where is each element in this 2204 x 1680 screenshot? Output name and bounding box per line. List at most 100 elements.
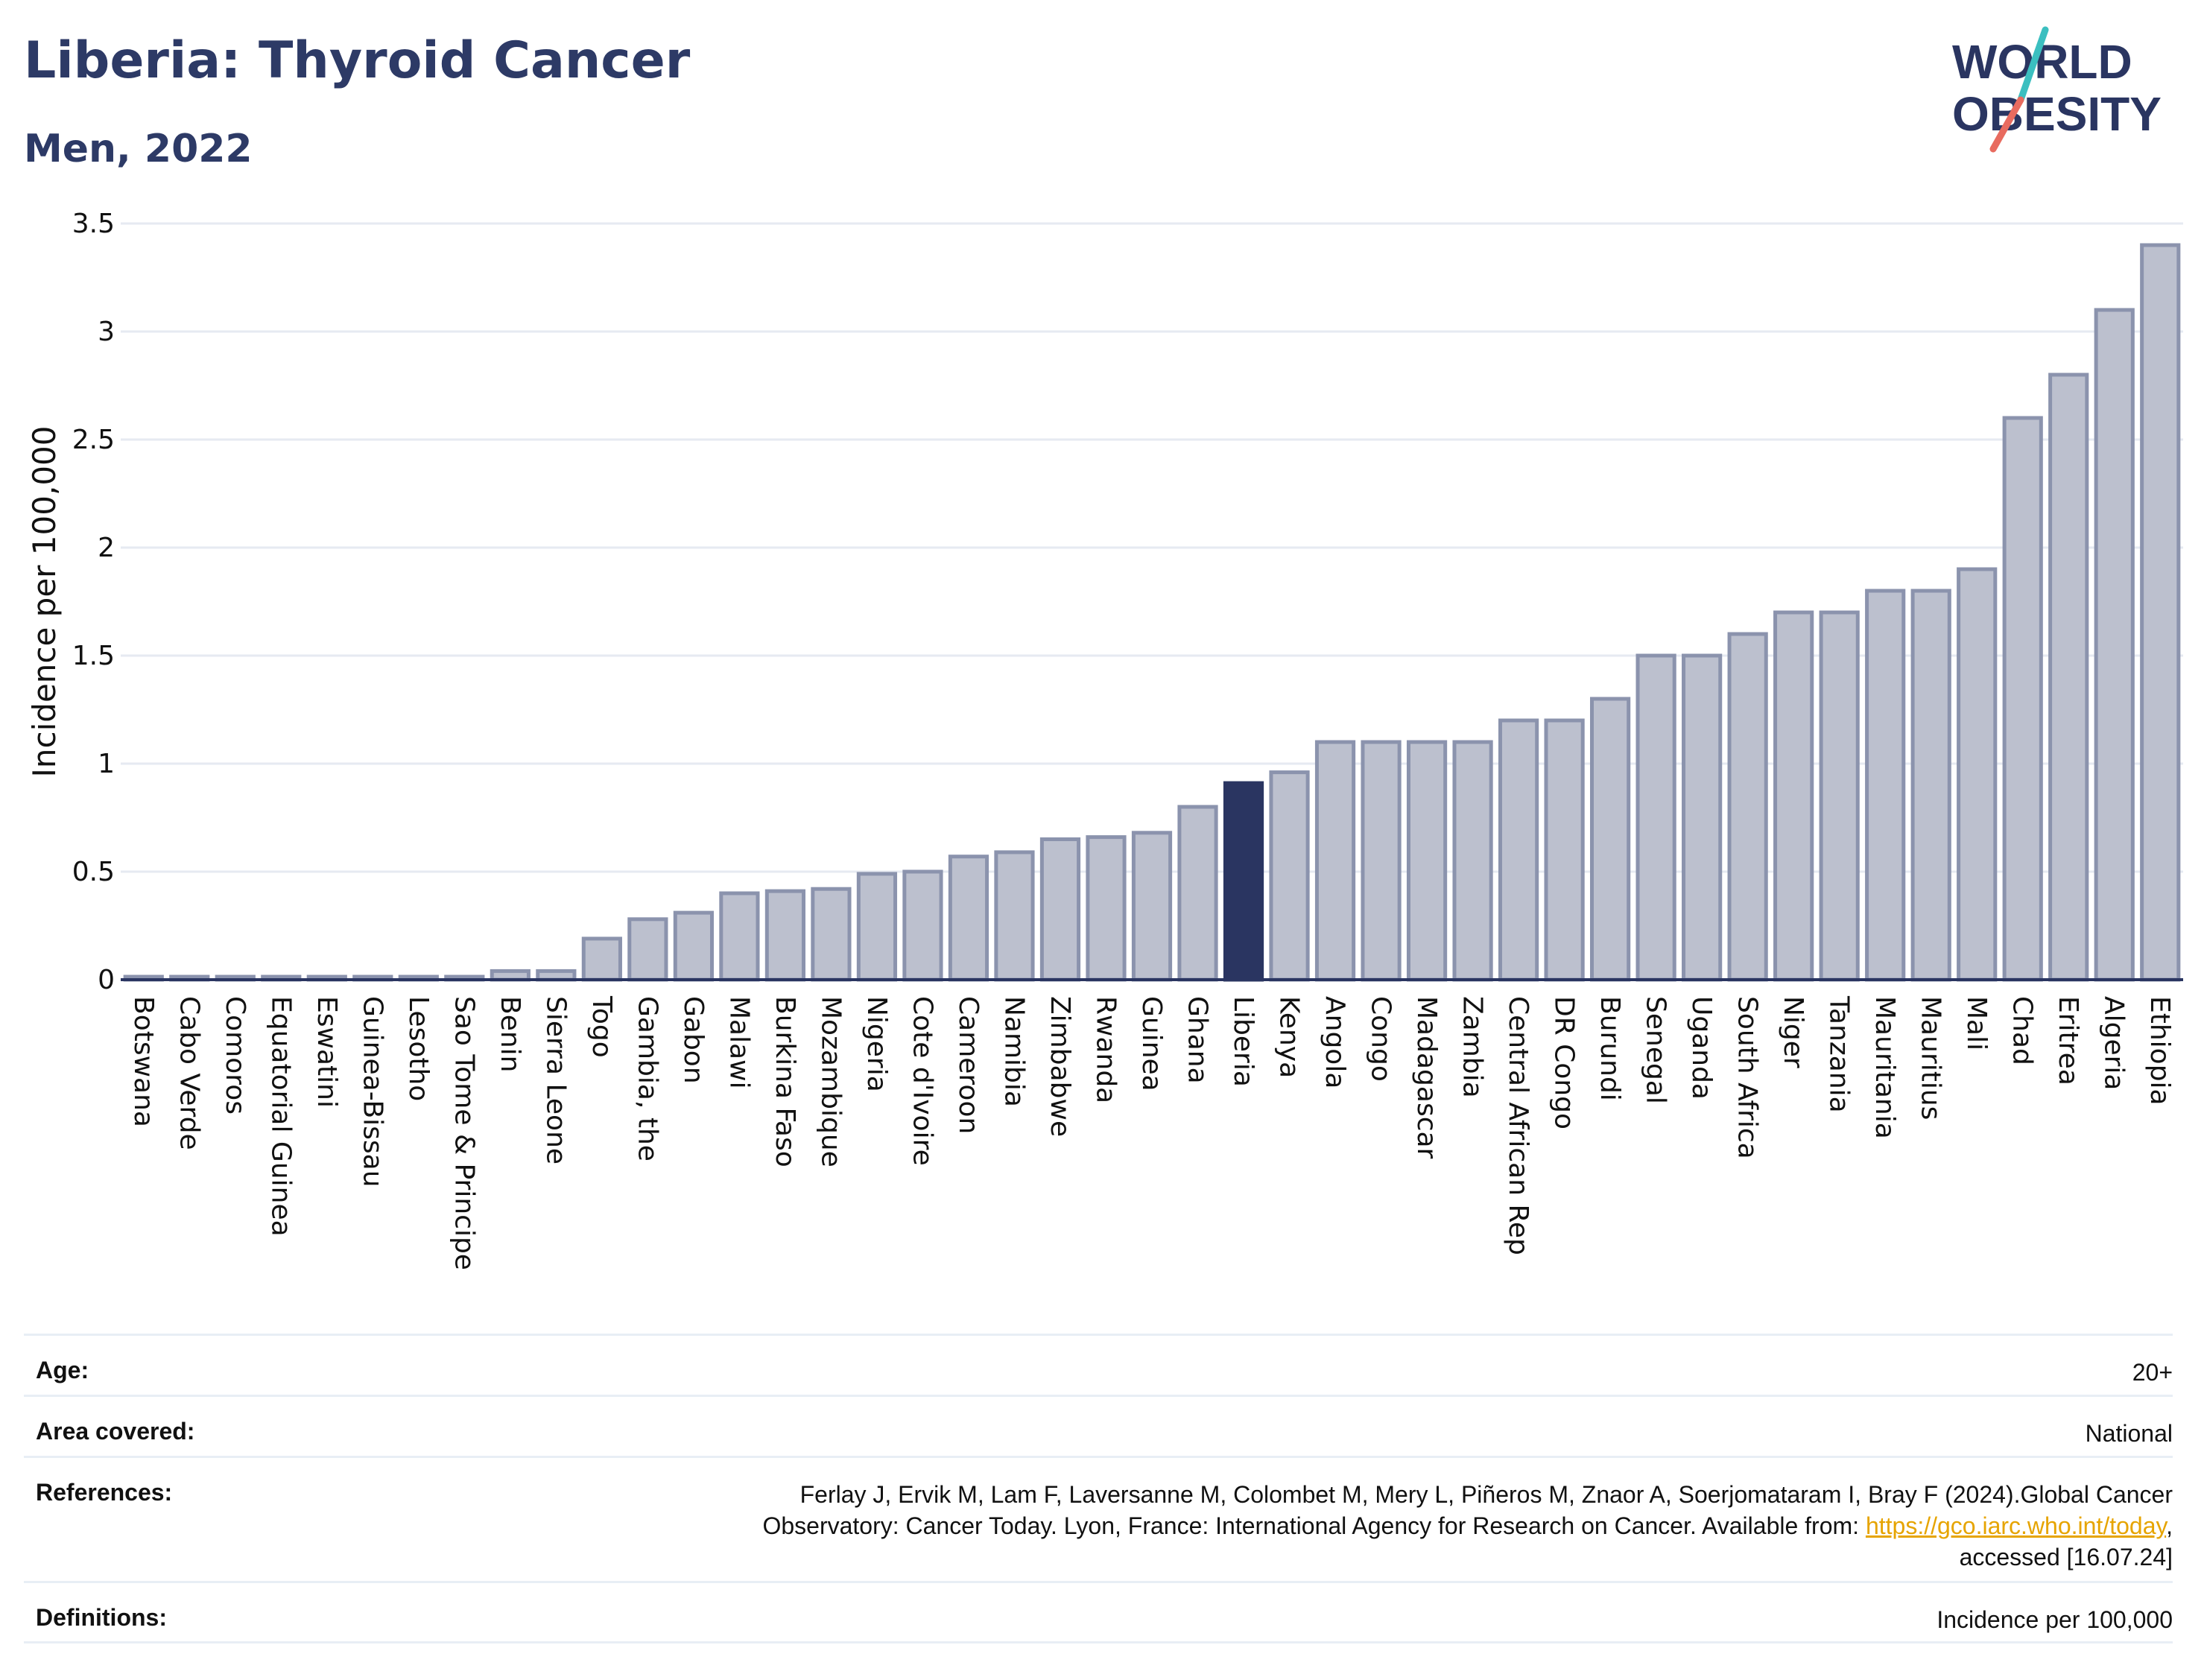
y-tick-label: 0.5 [72, 857, 115, 887]
bar [1039, 837, 1081, 982]
x-tick-label: Mauritania [1869, 996, 1900, 1139]
bar [2094, 308, 2135, 982]
bar [1590, 697, 1631, 982]
bar [1131, 831, 1173, 982]
bar [1452, 740, 1493, 982]
x-tick-label: Malawi [723, 996, 754, 1089]
references-link[interactable]: https://gco.iarc.who.int/today [1865, 1512, 2167, 1539]
bar [2140, 243, 2181, 982]
bar [673, 910, 714, 982]
x-tick-label: Ethiopia [2144, 996, 2175, 1106]
bar [1727, 632, 1768, 982]
metadata-table: Age: 20+ Area covered: National Referenc… [24, 1334, 2173, 1643]
bar [1635, 653, 1676, 982]
x-tick-label: Gabon [678, 996, 709, 1084]
bar [1498, 718, 1539, 982]
y-tick-label: 3.5 [72, 209, 115, 239]
age-label: Age: [36, 1357, 89, 1383]
bar [1177, 805, 1218, 982]
x-tick-label: Guinea [1136, 996, 1167, 1091]
x-tick-label: Benin [495, 996, 525, 1072]
bar [1910, 589, 1951, 982]
logo-slash-top [2017, 26, 2049, 104]
bar [1865, 589, 1906, 982]
area-value: National [2085, 1420, 2173, 1447]
bar [627, 917, 668, 982]
x-tick-label: Mali [1961, 996, 1992, 1050]
references-line-2-end: , [2166, 1512, 2173, 1539]
bar [1957, 567, 1998, 982]
x-tick-label: DR Congo [1549, 996, 1580, 1129]
bar [1406, 740, 1448, 982]
logo-line-2: OBESITY [1952, 87, 2162, 141]
x-tick-label: Sierra Leone [540, 996, 571, 1164]
y-tick-label: 3 [98, 317, 115, 347]
bar [1086, 835, 1127, 982]
references-line-3: accessed [16.07.24] [1959, 1544, 2173, 1570]
x-tick-label: Mauritius [1916, 996, 1946, 1120]
bar [2002, 416, 2043, 982]
references-value: Ferlay J, Ervik M, Lam F, Laversanne M, … [762, 1479, 2173, 1573]
bar [1819, 610, 1860, 982]
x-tick-label: Eswatini [311, 996, 342, 1108]
x-tick-label: Comoros [220, 996, 250, 1115]
x-tick-label: Rwanda [1090, 996, 1121, 1103]
bar [2048, 373, 2089, 982]
x-tick-label: Kenya [1274, 996, 1305, 1078]
meta-row-references: References: Ferlay J, Ervik M, Lam F, La… [24, 1456, 2173, 1581]
x-tick-label: Nigeria [861, 996, 892, 1092]
bar [948, 855, 989, 982]
y-tick-label: 2.5 [72, 425, 115, 455]
bar-chart: 0 0.5 1 1.5 2 2.5 3 3.5 Incidence per 100,000 Bot… [26, 209, 2183, 1270]
x-tick-label: Botswana [128, 996, 159, 1127]
x-tick-label: Equatorial Guinea [265, 996, 296, 1237]
x-tick-label: Eritrea [2053, 996, 2083, 1085]
page-title: Liberia: Thyroid Cancer [24, 31, 691, 90]
area-label: Area covered: [36, 1418, 195, 1445]
bar [1314, 740, 1356, 982]
x-tick-label: Senegal [1641, 996, 1671, 1104]
x-tick-label: Algeria [2099, 996, 2129, 1091]
x-tick-label: South Africa [1732, 996, 1763, 1159]
x-tick-label: Ghana [1182, 996, 1213, 1084]
meta-row-age: Age: 20+ [24, 1334, 2173, 1395]
age-value: 20+ [2132, 1359, 2173, 1386]
x-tick-label: Namibia [998, 996, 1029, 1107]
references-label: References: [36, 1479, 173, 1506]
x-tick-label: Mozambique [815, 996, 846, 1167]
references-line-1: Ferlay J, Ervik M, Lam F, Laversanne M, … [799, 1481, 2173, 1508]
x-tick-label: Madagascar [1411, 996, 1442, 1159]
x-tick-label: Sao Tome & Principe [449, 996, 479, 1270]
x-tick-label: Zimbabwe [1045, 996, 1075, 1137]
bar [1544, 718, 1585, 982]
x-tick-label: Cabo Verde [174, 996, 204, 1150]
y-tick-label: 1 [98, 749, 115, 779]
x-tick-label: Central African Rep [1503, 996, 1533, 1255]
bar [1269, 770, 1310, 982]
bar [1773, 610, 1814, 982]
x-tick-label: Togo [586, 995, 617, 1058]
bar [764, 889, 806, 982]
x-tick-label: Zambia [1457, 996, 1488, 1098]
x-tick-label: Liberia [1228, 996, 1258, 1087]
logo-slash-bottom [1989, 96, 2024, 153]
x-tick-label: Gambia, the [632, 996, 662, 1161]
world-obesity-logo: WORLD OBESITY [1952, 26, 2162, 153]
definitions-label: Definitions: [36, 1604, 167, 1631]
bar [719, 891, 760, 982]
bar [1682, 653, 1723, 982]
y-axis-title: Incidence per 100,000 [26, 426, 63, 778]
x-tick-label: Cote d'Ivoire [907, 996, 937, 1166]
bar [1361, 740, 1402, 982]
y-tick-label: 0 [98, 965, 115, 995]
definitions-value: Incidence per 100,000 [1937, 1606, 2173, 1633]
bar [856, 872, 898, 982]
references-line-2: Observatory: Cancer Today. Lyon, France:… [762, 1510, 2173, 1541]
references-line-2-text: Observatory: Cancer Today. Lyon, France:… [762, 1512, 1866, 1539]
x-tick-label: Congo [1366, 996, 1396, 1082]
page-subtitle: Men, 2022 [24, 127, 253, 171]
x-tick-label: Burundi [1595, 996, 1625, 1101]
x-tick-label: Angola [1320, 996, 1350, 1088]
bar [811, 887, 852, 982]
x-tick-label: Burkina Faso [770, 996, 800, 1167]
